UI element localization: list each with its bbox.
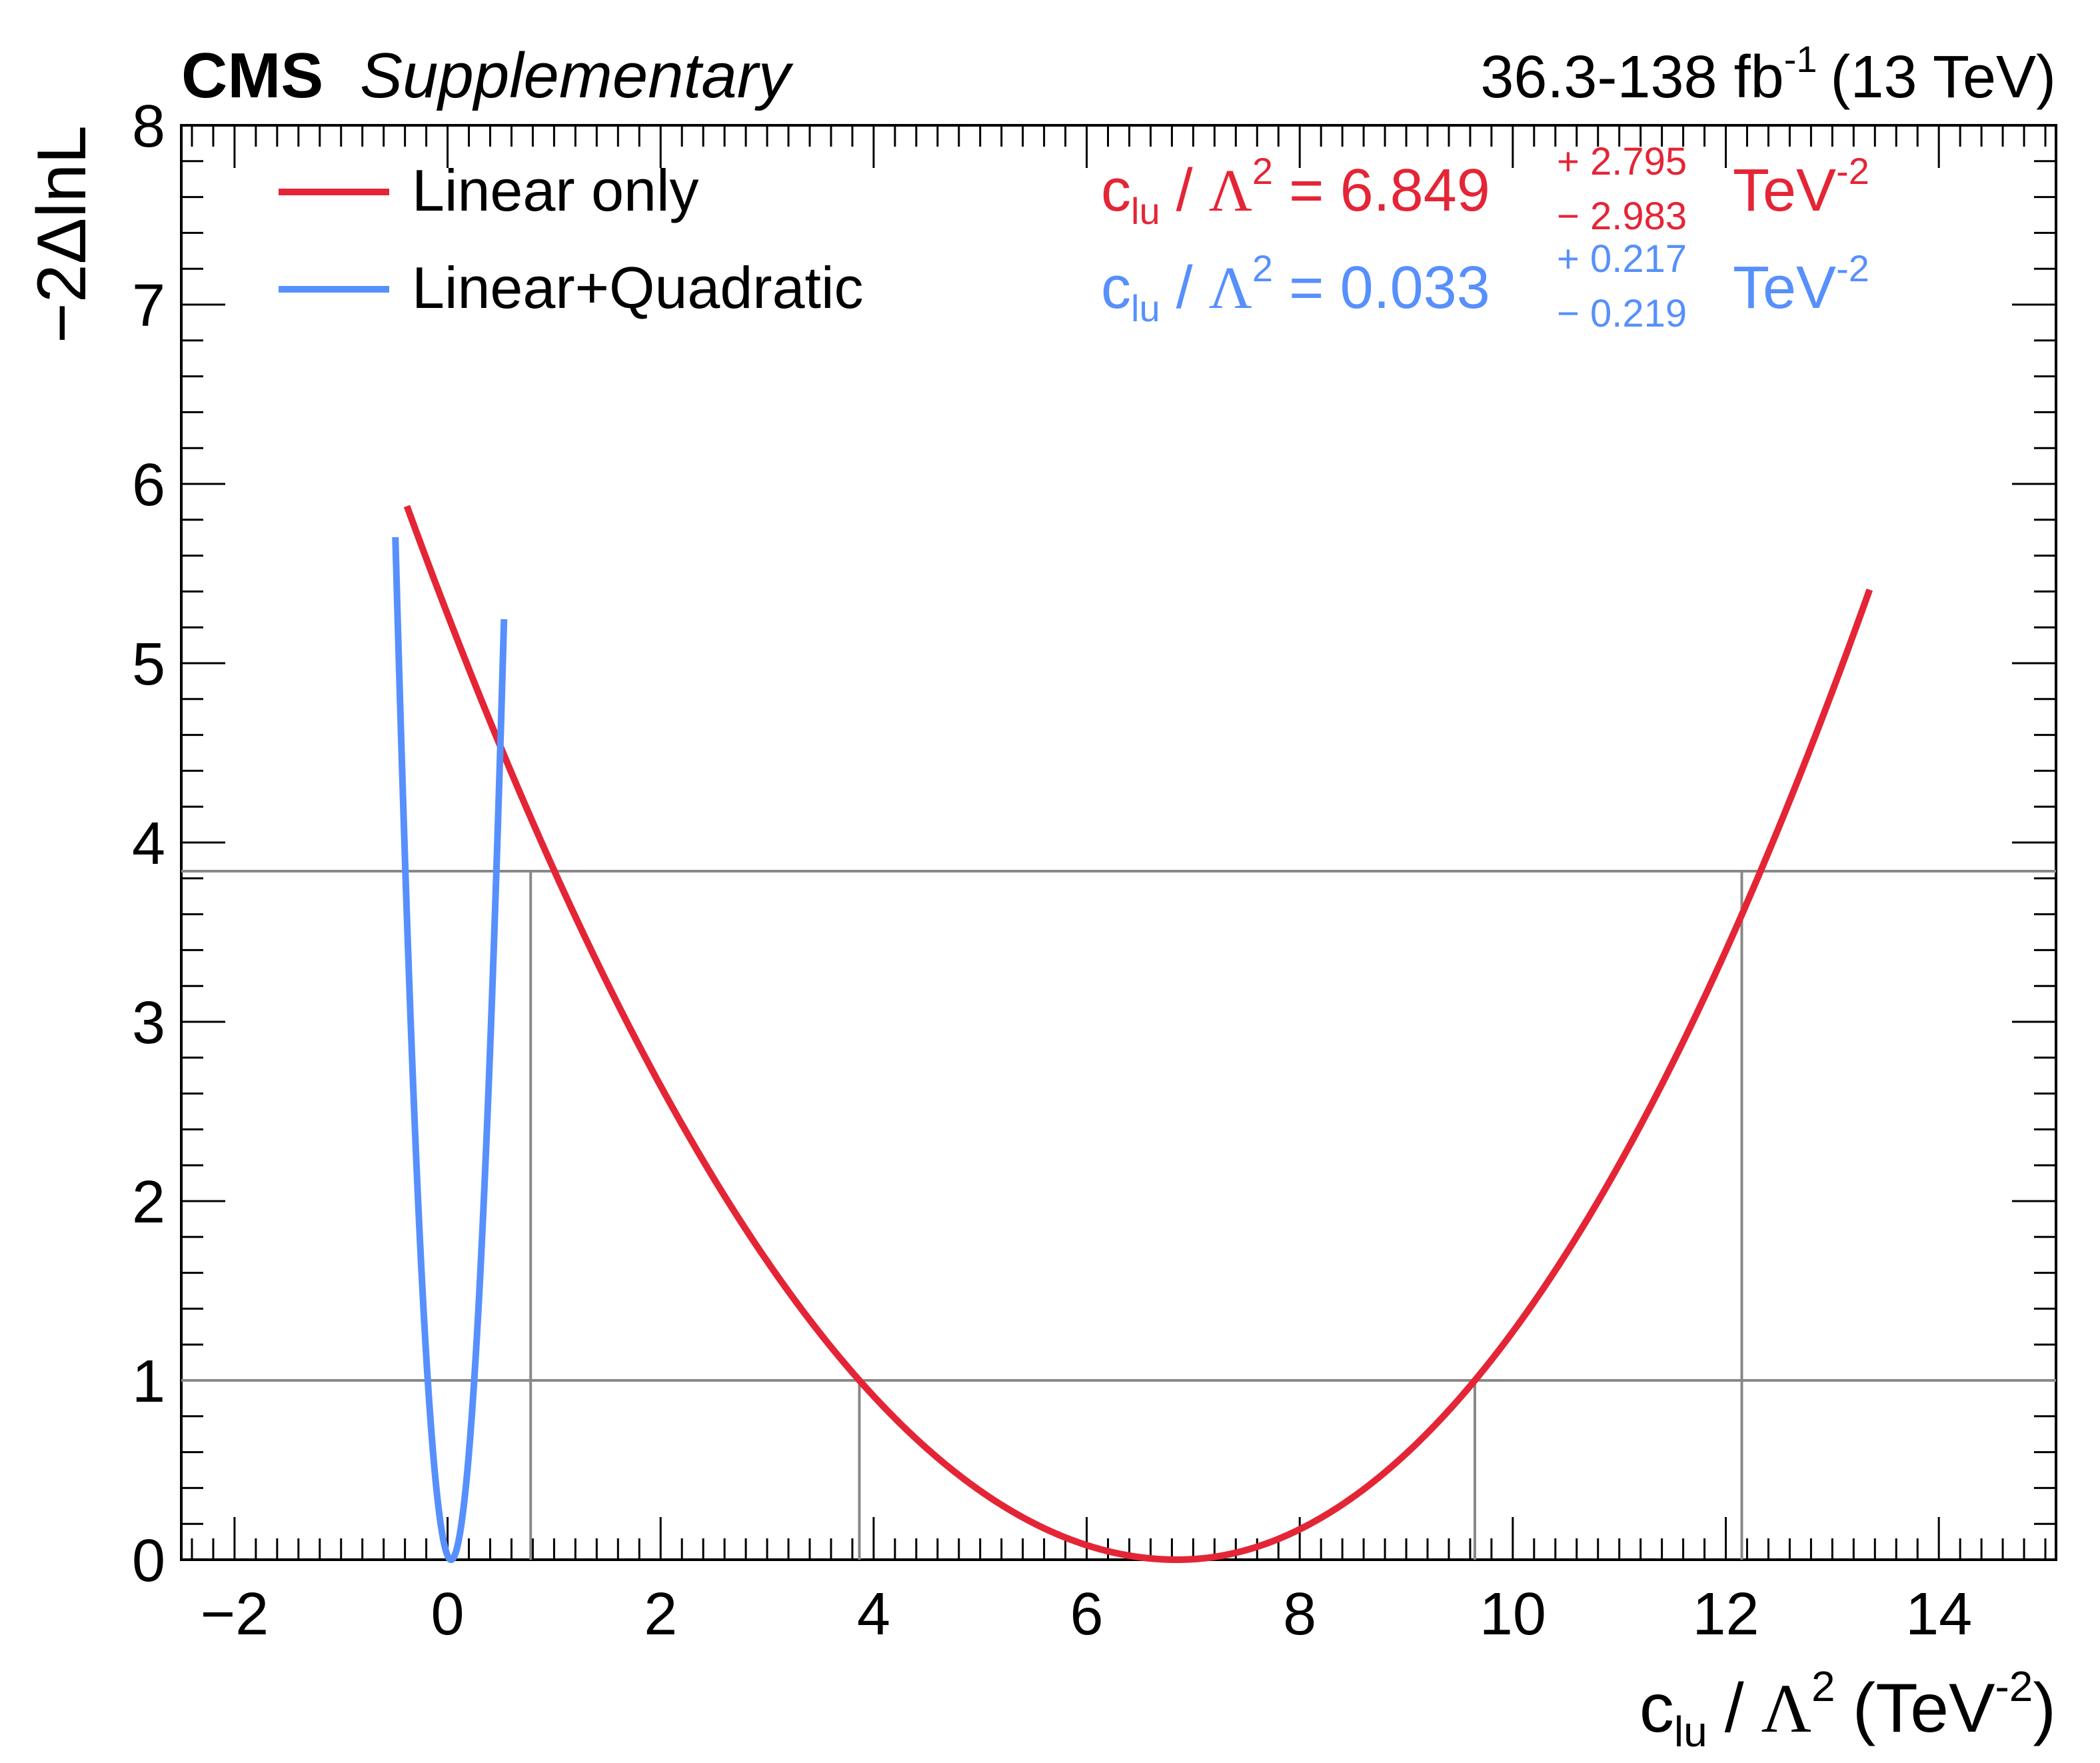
x-tick-label: 6 (1070, 1581, 1104, 1648)
supplementary-label: Supplementary (360, 40, 794, 111)
svg-text:clu/Λ2=6.849: clu / Λ2 = 6.849 (1101, 150, 1490, 232)
y-tick-label: 3 (132, 990, 165, 1056)
y-tick-label: 8 (132, 93, 165, 160)
svg-text:TeV-2: TeV-2 (1733, 247, 1869, 321)
legend-label-linear: Linear only (412, 157, 699, 223)
svg-text:+ 0.217: + 0.217 (1557, 237, 1687, 281)
legend: Linear only Linear+Quadratic (279, 157, 864, 321)
x-tick-label: 14 (1905, 1581, 1972, 1648)
luminosity-label: 36.3-138 fb-1 (13 TeV) (1480, 38, 2056, 111)
x-tick-label: 8 (1283, 1581, 1316, 1648)
x-tick-label: 4 (857, 1581, 890, 1648)
x-tick-label: 2 (644, 1581, 677, 1648)
x-tick-label: 12 (1692, 1581, 1759, 1648)
svg-text:− 2.983: − 2.983 (1557, 195, 1687, 238)
fit-result-quadratic: clu / Λ2 = 0.033 + 0.217 − 0.219 TeV-2 (1101, 237, 1869, 335)
axis-ticks (181, 124, 2056, 1561)
x-axis-title: clu / Λ2 (TeV-2) (1639, 1662, 2056, 1756)
y-tick-label: 7 (132, 273, 165, 339)
curve-linear-only (403, 505, 1873, 1563)
likelihood-curves (392, 505, 1873, 1563)
y-tick-label: 2 (132, 1169, 165, 1236)
svg-text:TeV-2: TeV-2 (1733, 150, 1869, 224)
x-tick-label: 10 (1480, 1581, 1546, 1648)
fit-result-linear: clu / Λ2 = 6.849 + 2.795 − 2.983 TeV-2 (1101, 140, 1869, 238)
svg-text:clu/Λ2=0.033: clu / Λ2 = 0.033 (1101, 247, 1490, 329)
y-tick-label: 4 (132, 811, 165, 877)
y-tick-label: 5 (132, 631, 165, 698)
svg-text:− 0.219: − 0.219 (1557, 292, 1687, 335)
y-tick-label: 1 (132, 1348, 165, 1415)
legend-label-quadratic: Linear+Quadratic (412, 255, 864, 321)
x-tick-label: −2 (201, 1581, 269, 1648)
y-tick-label: 6 (132, 452, 165, 519)
y-tick-labels: 0 1 2 3 4 5 6 7 8 (132, 93, 165, 1594)
x-tick-label: 0 (431, 1581, 465, 1648)
experiment-label: CMS (181, 40, 323, 111)
y-axis-title: −2ΔlnL (23, 125, 101, 343)
svg-text:+ 2.795: + 2.795 (1557, 140, 1687, 183)
y-tick-label: 0 (132, 1528, 165, 1594)
curve-linear-quadratic (392, 537, 508, 1563)
reference-lines (181, 870, 2056, 1560)
x-tick-labels: −2 0 2 4 6 8 10 12 14 (201, 1581, 1973, 1648)
